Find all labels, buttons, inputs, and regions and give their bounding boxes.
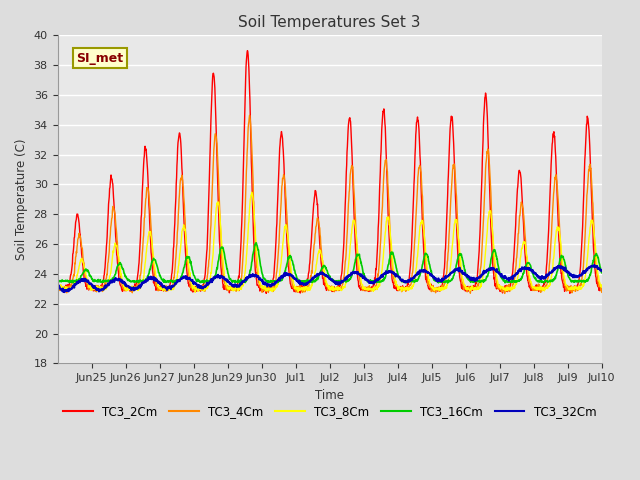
TC3_4Cm — [392, 284, 400, 289]
TC3_2Cm — [305, 268, 313, 274]
TC3_32Cm — [68, 286, 76, 292]
TC3_16Cm — [67, 279, 75, 285]
TC3_2Cm — [420, 256, 428, 262]
TC3_4Cm — [67, 283, 75, 289]
TC3_8Cm — [191, 289, 199, 295]
TC3_2Cm — [54, 283, 61, 289]
TC3_4Cm — [344, 218, 351, 224]
TC3_8Cm — [420, 232, 428, 238]
TC3_8Cm — [598, 284, 605, 290]
TC3_32Cm — [591, 262, 598, 268]
TC3_32Cm — [420, 267, 428, 273]
Line: TC3_8Cm: TC3_8Cm — [58, 192, 602, 292]
TC3_32Cm — [344, 274, 351, 280]
TC3_16Cm — [344, 278, 351, 284]
TC3_4Cm — [246, 112, 253, 118]
TC3_16Cm — [392, 263, 400, 268]
TC3_4Cm — [420, 223, 428, 229]
TC3_16Cm — [271, 278, 279, 284]
TC3_16Cm — [598, 270, 605, 276]
TC3_16Cm — [252, 240, 260, 246]
TC3_32Cm — [392, 273, 400, 278]
TC3_8Cm — [344, 266, 352, 272]
Line: TC3_16Cm: TC3_16Cm — [58, 243, 602, 283]
TC3_32Cm — [598, 268, 605, 274]
X-axis label: Time: Time — [315, 389, 344, 402]
TC3_16Cm — [54, 277, 61, 283]
TC3_2Cm — [271, 249, 279, 254]
TC3_2Cm — [262, 290, 270, 296]
TC3_16Cm — [420, 255, 428, 261]
Line: TC3_32Cm: TC3_32Cm — [58, 265, 602, 292]
TC3_4Cm — [54, 286, 61, 292]
TC3_32Cm — [305, 279, 312, 285]
TC3_2Cm — [392, 284, 400, 290]
TC3_32Cm — [60, 289, 67, 295]
TC3_4Cm — [501, 290, 509, 296]
TC3_2Cm — [67, 269, 75, 275]
TC3_16Cm — [444, 280, 451, 286]
Y-axis label: Soil Temperature (C): Soil Temperature (C) — [15, 139, 28, 260]
Title: Soil Temperatures Set 3: Soil Temperatures Set 3 — [238, 15, 421, 30]
TC3_8Cm — [305, 286, 313, 291]
TC3_4Cm — [598, 289, 605, 295]
Line: TC3_2Cm: TC3_2Cm — [58, 50, 602, 293]
Text: SI_met: SI_met — [77, 51, 124, 65]
TC3_2Cm — [344, 128, 352, 133]
TC3_4Cm — [305, 283, 312, 288]
TC3_32Cm — [271, 279, 279, 285]
TC3_2Cm — [598, 286, 605, 292]
TC3_8Cm — [54, 286, 61, 291]
TC3_8Cm — [392, 283, 400, 288]
Line: TC3_4Cm: TC3_4Cm — [58, 115, 602, 293]
TC3_16Cm — [305, 280, 312, 286]
TC3_32Cm — [54, 283, 61, 289]
TC3_2Cm — [244, 48, 252, 53]
TC3_8Cm — [271, 286, 279, 291]
Legend: TC3_2Cm, TC3_4Cm, TC3_8Cm, TC3_16Cm, TC3_32Cm: TC3_2Cm, TC3_4Cm, TC3_8Cm, TC3_16Cm, TC3… — [58, 401, 601, 423]
TC3_8Cm — [248, 189, 255, 195]
TC3_4Cm — [271, 281, 279, 287]
TC3_8Cm — [67, 285, 75, 291]
